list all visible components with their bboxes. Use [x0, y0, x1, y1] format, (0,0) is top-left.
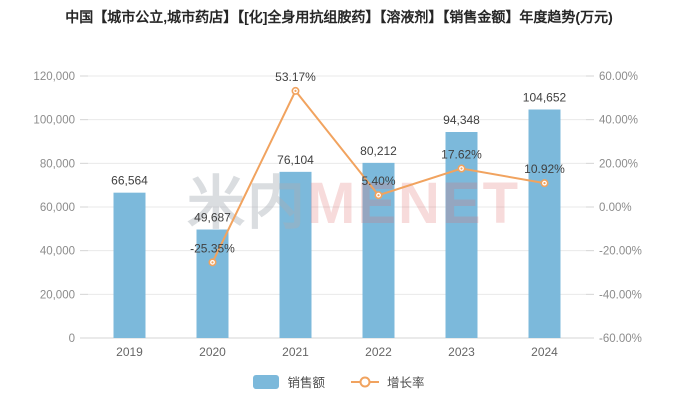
right-axis-tick-label: 0.00%	[599, 202, 632, 214]
bar-value-label-2019: 66,564	[111, 174, 148, 188]
right-axis-tick-label: -60.00%	[599, 333, 642, 345]
bar-2024[interactable]	[528, 109, 561, 339]
bar-2019[interactable]	[113, 192, 146, 338]
right-axis-tick-label: 40.00%	[599, 115, 638, 127]
legend: 销售额 增长率	[0, 372, 678, 391]
left-axis-tick-label: 120,000	[33, 71, 75, 83]
right-axis-tick-label: 20.00%	[599, 158, 638, 170]
growth-value-label-2023: 17.62%	[441, 148, 482, 162]
growth-point-dot	[460, 167, 463, 170]
growth-point-dot	[211, 261, 214, 264]
right-axis-tick-label: 60.00%	[599, 71, 638, 83]
left-axis-tick-label: 0	[69, 333, 75, 345]
line-legend-swatch	[351, 376, 379, 387]
watermark: 米内MENET	[187, 171, 520, 236]
growth-value-label-2024: 10.92%	[524, 162, 565, 176]
bar-value-label-2024: 104,652	[523, 91, 567, 105]
legend-label-sales: 销售额	[287, 376, 325, 390]
growth-value-label-2020: -25.35%	[190, 241, 235, 255]
legend-label-growth: 增长率	[387, 376, 425, 390]
bar-value-label-2021: 76,104	[277, 153, 314, 167]
bar-value-label-2020: 49,687	[194, 211, 231, 225]
growth-value-label-2022: 5.40%	[361, 174, 395, 188]
growth-point-dot	[543, 182, 546, 185]
bar-2020[interactable]	[196, 229, 229, 338]
right-axis-tick-label: -20.00%	[599, 246, 642, 258]
left-axis-tick-label: 60,000	[40, 202, 75, 214]
growth-point-dot	[377, 194, 380, 197]
left-axis-tick-label: 80,000	[40, 158, 75, 170]
x-axis-label-2022: 2022	[365, 345, 392, 359]
line-legend-donut-icon	[359, 376, 371, 387]
x-axis-label-2020: 2020	[199, 345, 226, 359]
bar-value-label-2023: 94,348	[443, 113, 480, 127]
chart-title: 中国【城市公立,城市药店】【[化]全身用抗组胺药】【溶液剂】【销售金额】年度趋势…	[65, 9, 613, 25]
bar-2021[interactable]	[279, 171, 312, 338]
legend-item-sales[interactable]: 销售额	[253, 372, 325, 391]
growth-point-dot	[294, 89, 297, 93]
bar-value-label-2022: 80,212	[360, 144, 397, 158]
left-axis-tick-label: 100,000	[33, 115, 75, 127]
x-axis-label-2023: 2023	[448, 345, 475, 359]
legend-item-growth[interactable]: 增长率	[351, 372, 425, 391]
x-axis-label-2021: 2021	[282, 345, 309, 359]
growth-value-label-2021: 53.17%	[275, 70, 316, 84]
x-axis-label-2019: 2019	[116, 345, 143, 359]
left-axis-tick-label: 20,000	[40, 289, 75, 301]
x-axis-label-2024: 2024	[531, 345, 558, 359]
bar-legend-swatch	[253, 374, 280, 389]
right-axis-tick-label: -40.00%	[599, 289, 642, 301]
left-axis-tick-label: 40,000	[40, 246, 75, 258]
